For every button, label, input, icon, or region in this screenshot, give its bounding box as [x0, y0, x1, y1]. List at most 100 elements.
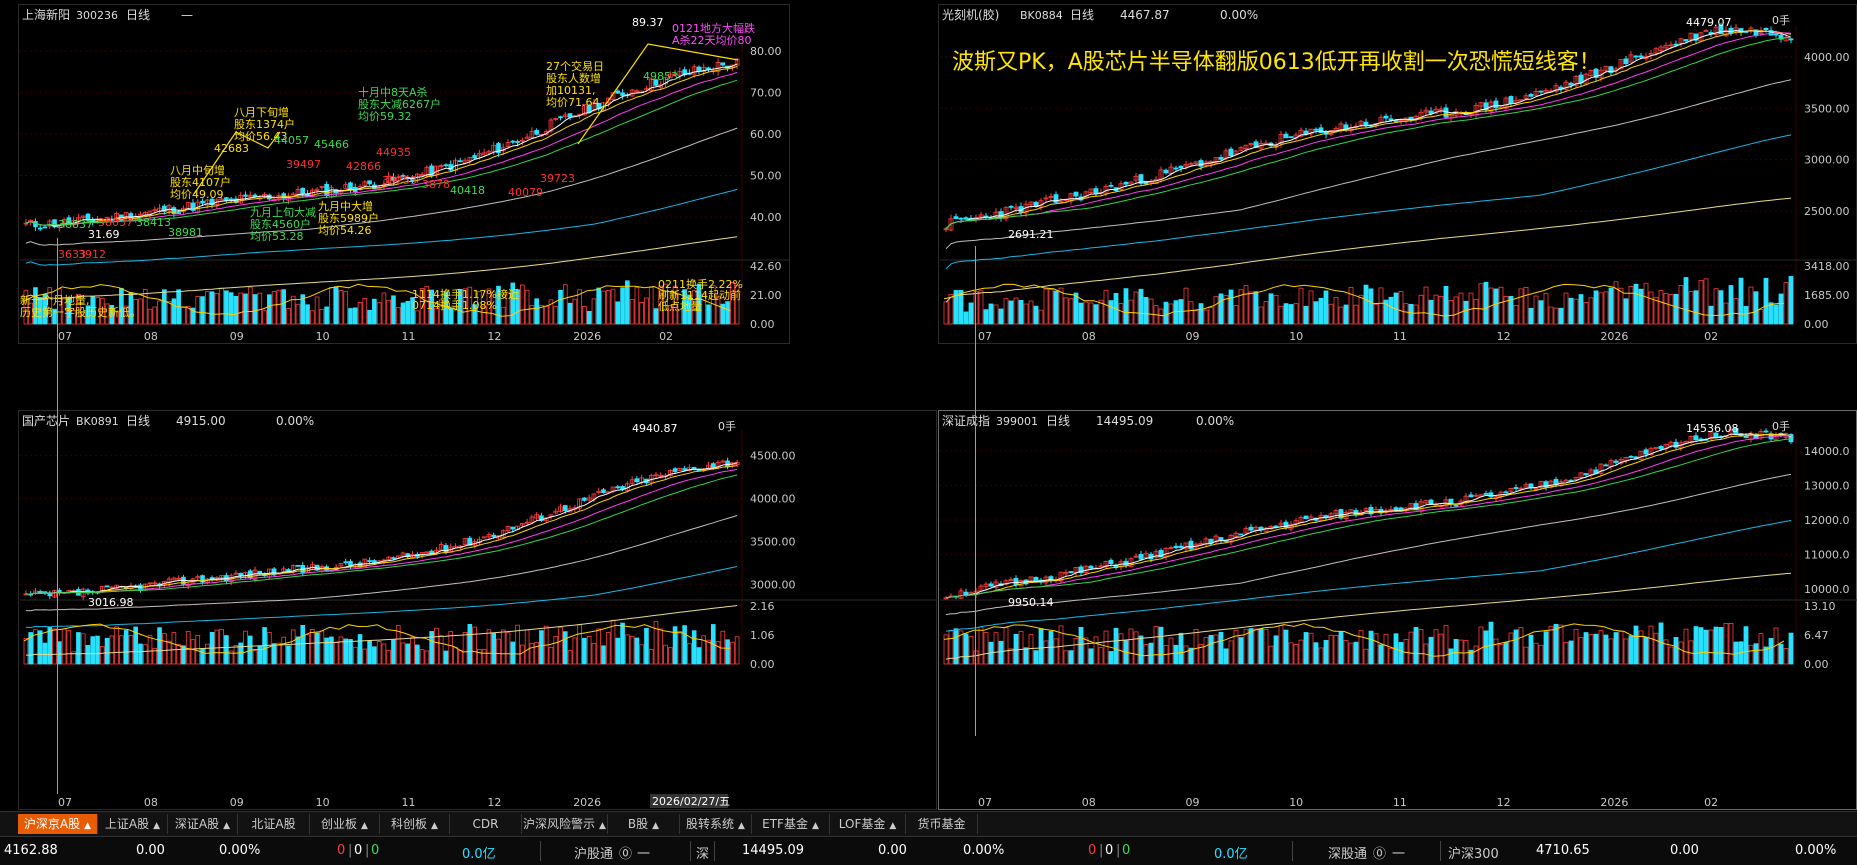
volume-bar: [314, 296, 320, 325]
period-label: 日线: [1070, 8, 1094, 22]
tab-0[interactable]: 沪深京A股 ▲: [18, 814, 98, 834]
candle-body: [367, 560, 372, 562]
volume-bar: [123, 305, 129, 325]
tab-7[interactable]: 沪深风险警示 ▲: [522, 814, 608, 834]
tab-10[interactable]: ETF基金 ▲: [752, 814, 830, 834]
vol-tick-label: 13.10: [1804, 600, 1836, 613]
volume-bar: [42, 642, 48, 665]
low-price-marker: 9950.14: [1008, 596, 1054, 609]
volume-bar: [262, 310, 267, 325]
tab-dropdown-icon[interactable]: ▲: [811, 821, 819, 831]
help-icon-2[interactable]: ⓪: [1373, 847, 1387, 862]
volume-bar: [1768, 638, 1774, 665]
volume-bar: [1083, 301, 1089, 325]
tab-dropdown-icon[interactable]: ▲: [223, 821, 231, 831]
tab-dropdown-icon[interactable]: ▲: [153, 821, 161, 831]
candle-body: [1068, 571, 1074, 574]
chart-panel-shenzhen-index[interactable]: 深证成指 399001 日线 14495.09 0.00% 0手 14000.0 13000.…: [938, 410, 1857, 810]
volume-bar: [1273, 635, 1279, 665]
volume-bar: [33, 629, 38, 665]
help-icon[interactable]: ⓪: [619, 847, 633, 862]
tab-1[interactable]: 上证A股 ▲: [98, 814, 168, 834]
hs300-value: 4710.65: [1536, 843, 1590, 858]
x-axis-label: 07: [58, 330, 72, 343]
candle-body: [543, 131, 549, 136]
tab-dropdown-icon[interactable]: ▲: [431, 821, 438, 831]
candle-body: [152, 582, 158, 585]
candle-body: [1673, 43, 1679, 46]
sgt-label[interactable]: 深股通: [1328, 847, 1368, 862]
tab-12[interactable]: 货币基金: [906, 814, 978, 834]
volume-bar: [993, 304, 999, 325]
y-tick-label: 3500.00: [750, 535, 796, 548]
chart-panel-shanghai-xinyang[interactable]: 上海新阳 300236 日线 — 80.00 70.00 60.00 50.00 40.00 42…: [18, 4, 790, 344]
volume-bar: [1743, 626, 1749, 665]
candle-body: [1588, 70, 1594, 77]
tab-6[interactable]: CDR: [450, 814, 522, 834]
candle-body: [1513, 487, 1519, 489]
volume-bar: [998, 308, 1004, 325]
tab-11[interactable]: LOF基金 ▲: [830, 814, 906, 834]
volume-bar: [200, 648, 205, 665]
volume-bar: [138, 298, 143, 325]
chart-annotation: 0121地方大幅跌: [672, 21, 755, 35]
status-bar: 4162.88 0.00 0.00% 0 | 0 | 0 0.0亿 沪股通 ⓪ …: [0, 836, 1857, 865]
volume-bar: [52, 628, 57, 665]
candle-body: [1073, 191, 1079, 197]
y-tick-label: 4000.00: [750, 493, 796, 506]
volume-bar: [1078, 302, 1084, 325]
volume-bar: [415, 310, 420, 325]
volume-bar: [1068, 298, 1074, 325]
tab-dropdown-icon[interactable]: ▲: [652, 821, 660, 831]
volume-bar: [1748, 644, 1754, 665]
chart-panel-lithography[interactable]: 光刻机(胶) BK0884 日线 4467.87 0.00% 0手 4000.00 3500.…: [938, 4, 1857, 344]
tab-5[interactable]: 科创板 ▲: [380, 814, 450, 834]
candle-body: [386, 175, 391, 184]
sh-index-change: 0.00: [136, 843, 165, 858]
volume-bar: [682, 289, 687, 325]
volume-bar: [1313, 301, 1319, 325]
tab-8[interactable]: B股 ▲: [608, 814, 680, 834]
tab-dropdown-icon[interactable]: ▲: [361, 821, 368, 831]
candle-body: [1368, 506, 1374, 515]
volume-bar: [1378, 287, 1384, 325]
volume-bar: [352, 646, 358, 665]
chart-annotation: 27个交易日: [546, 59, 604, 73]
candle-body: [1568, 82, 1574, 86]
tab-4[interactable]: 创业板 ▲: [310, 814, 380, 834]
candle-body: [1018, 580, 1024, 587]
volume-bar: [706, 304, 711, 325]
volume-bar: [663, 283, 668, 325]
candle-body: [281, 193, 286, 199]
volume-bar: [295, 636, 301, 665]
candle-body: [586, 497, 592, 501]
volume-bar: [701, 293, 707, 325]
tab-dropdown-icon[interactable]: ▲: [889, 821, 897, 831]
volume-bar: [1013, 297, 1019, 325]
volume-bar: [228, 292, 234, 325]
y-tick-label: 4500.00: [750, 450, 796, 463]
volume-bar: [1023, 647, 1029, 665]
hgt-label[interactable]: 沪股通: [574, 847, 614, 862]
candle-body: [419, 551, 425, 556]
volume-bar: [1778, 293, 1784, 325]
volume-bar: [457, 649, 463, 665]
tab-3[interactable]: 北证A股: [238, 814, 310, 834]
volume-bar: [1128, 628, 1134, 665]
tab-2[interactable]: 深证A股 ▲: [168, 814, 238, 834]
tab-dropdown-icon[interactable]: ▲: [599, 821, 606, 831]
volume-bar: [1753, 643, 1759, 665]
tab-dropdown-icon[interactable]: ▲: [84, 821, 92, 831]
vol-tick-label: 0.00: [1804, 658, 1829, 671]
candle-body: [238, 572, 244, 577]
volume-bar: [157, 300, 162, 325]
candle-body: [1393, 507, 1399, 510]
volume-bar: [1448, 648, 1454, 665]
chart-panel-domestic-chips[interactable]: 国产芯片 BK0891 日线 4915.00 0.00% 0手 4500.00 4000.00…: [18, 410, 937, 810]
tab-9[interactable]: 股转系统 ▲: [680, 814, 752, 834]
ma10-line: [25, 465, 738, 595]
volume-bar: [520, 644, 525, 665]
candle-body: [1543, 90, 1549, 93]
ma60-line: [945, 79, 1792, 250]
tab-dropdown-icon[interactable]: ▲: [738, 821, 745, 831]
